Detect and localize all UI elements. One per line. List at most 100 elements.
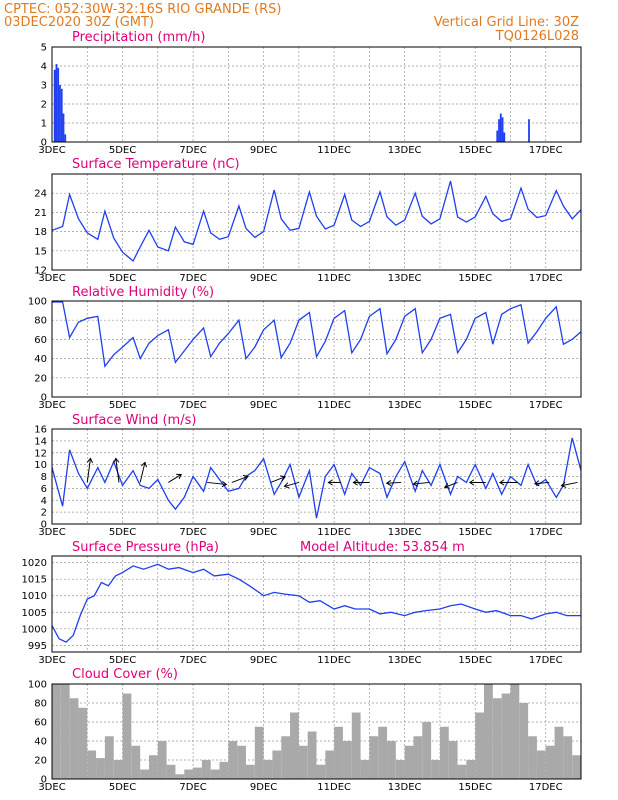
x-tick-label: 7DEC — [179, 527, 206, 538]
cloud-bar — [369, 736, 379, 779]
x-tick-label: 9DEC — [250, 400, 277, 411]
cloud-bar — [281, 736, 291, 779]
plot-frame — [51, 555, 582, 653]
x-tick-label: 17DEC — [529, 527, 563, 538]
cloud-bar — [254, 726, 264, 779]
cloud-bar — [272, 750, 282, 779]
x-tick-label: 15DEC — [458, 527, 492, 538]
precip-bar — [499, 113, 502, 142]
cloud-bar — [572, 755, 581, 779]
wind-arrow — [207, 481, 227, 485]
wind-arrow — [270, 476, 286, 483]
cloud-bar — [210, 769, 220, 779]
wind-arrow-head — [385, 479, 392, 487]
x-tick-label: 13DEC — [388, 145, 422, 156]
y-tick-label: 4 — [41, 496, 47, 507]
cloud-bar — [360, 760, 370, 779]
wind-arrow-head — [280, 475, 286, 482]
x-tick-label: 3DEC — [38, 400, 65, 411]
y-tick-label: 40 — [34, 354, 47, 365]
y-tick-label: 12 — [34, 266, 47, 277]
y-tick-label: 60 — [34, 718, 47, 729]
y-tick-label: 14 — [34, 436, 47, 447]
x-tick-label: 7DEC — [179, 273, 206, 284]
precip-bar — [59, 85, 61, 142]
pressure-title: Surface Pressure (hPa) — [72, 540, 219, 555]
cloud-bar — [475, 712, 485, 779]
wind-arrow — [386, 481, 402, 484]
y-tick-label: 0 — [41, 520, 47, 531]
header-grid-line: Vertical Grid Line: 30Z — [434, 15, 579, 30]
x-tick-label: 17DEC — [529, 145, 563, 156]
x-tick-label: 13DEC — [388, 782, 422, 793]
cloud-bar — [263, 760, 273, 779]
wind-arrow — [86, 458, 91, 483]
cloud-bar — [131, 745, 141, 779]
cloud-bar — [298, 745, 308, 779]
x-tick-label: 3DEC — [38, 273, 65, 284]
y-tick-label: 2 — [41, 100, 47, 111]
y-tick-label: 5 — [41, 43, 47, 54]
panel-0: 0 1 2 3 4 5 3DEC 5DEC 7DEC 9DEC 11DEC 13DEC 15DEC 17D… — [38, 43, 582, 156]
y-tick-label: 40 — [34, 737, 47, 748]
y-tick-label: 4 — [41, 62, 47, 73]
cloud-bar — [519, 703, 529, 779]
y-tick-label: 21 — [34, 208, 47, 219]
cloud-bar — [387, 741, 396, 779]
cloud-bar — [492, 698, 502, 779]
cloud-bar — [563, 736, 573, 779]
precip-title: Precipitation (mm/h) — [72, 30, 205, 45]
cloud-bar — [157, 741, 167, 779]
wind-arrow-head — [412, 480, 419, 487]
cloud-bar — [325, 750, 335, 779]
y-tick-label: 6 — [41, 484, 47, 495]
x-tick-label: 5DEC — [109, 655, 136, 666]
y-tick-label: 100 — [28, 297, 47, 308]
header-date: 03DEC2020 30Z (GMT) — [4, 15, 154, 30]
y-tick-label: 80 — [34, 316, 47, 327]
precip-bar — [528, 119, 530, 142]
x-tick-label: 15DEC — [458, 400, 492, 411]
plot-frame — [51, 428, 582, 525]
wind-arrow — [444, 481, 458, 488]
x-tick-label: 5DEC — [109, 782, 136, 793]
plot-frame — [51, 683, 582, 780]
x-tick-label: 11DEC — [317, 400, 351, 411]
wind-arrow-head — [533, 480, 540, 487]
humidity-title: Relative Humidity (%) — [72, 285, 214, 300]
cloud-bar — [201, 760, 211, 779]
x-tick-label: 9DEC — [250, 145, 277, 156]
cloud-bar — [439, 726, 449, 779]
cloud-bar — [378, 726, 388, 779]
y-tick-label: 0 — [41, 775, 47, 786]
x-tick-label: 9DEC — [250, 782, 277, 793]
cloud-bar — [96, 758, 105, 779]
plot-frame — [51, 46, 582, 143]
x-tick-label: 9DEC — [250, 527, 277, 538]
y-tick-label: 0 — [41, 138, 47, 149]
cloud-title: Cloud Cover (%) — [72, 667, 178, 682]
precip-bar — [503, 132, 506, 142]
cloud-bar — [422, 722, 432, 779]
x-tick-label: 13DEC — [388, 655, 422, 666]
precip-bar — [60, 88, 63, 142]
x-tick-label: 3DEC — [38, 782, 65, 793]
cloud-bar — [175, 774, 185, 779]
model-altitude: Model Altitude: 53.854 m — [300, 540, 465, 555]
y-tick-label: 1020 — [22, 558, 47, 569]
cloud-bar — [501, 693, 511, 779]
y-tick-label: 3 — [41, 81, 47, 92]
wind-arrow-head — [443, 482, 450, 489]
x-tick-label: 17DEC — [529, 782, 563, 793]
y-tick-label: 80 — [34, 699, 47, 710]
cloud-bar — [510, 684, 520, 779]
cloud-bar — [184, 769, 194, 779]
precip-bar — [496, 130, 499, 142]
y-tick-label: 100 — [28, 680, 47, 691]
precip-bar — [57, 67, 60, 142]
wind-arrow — [231, 475, 249, 483]
y-tick-label: 8 — [41, 472, 47, 483]
cloud-bar — [78, 707, 88, 779]
